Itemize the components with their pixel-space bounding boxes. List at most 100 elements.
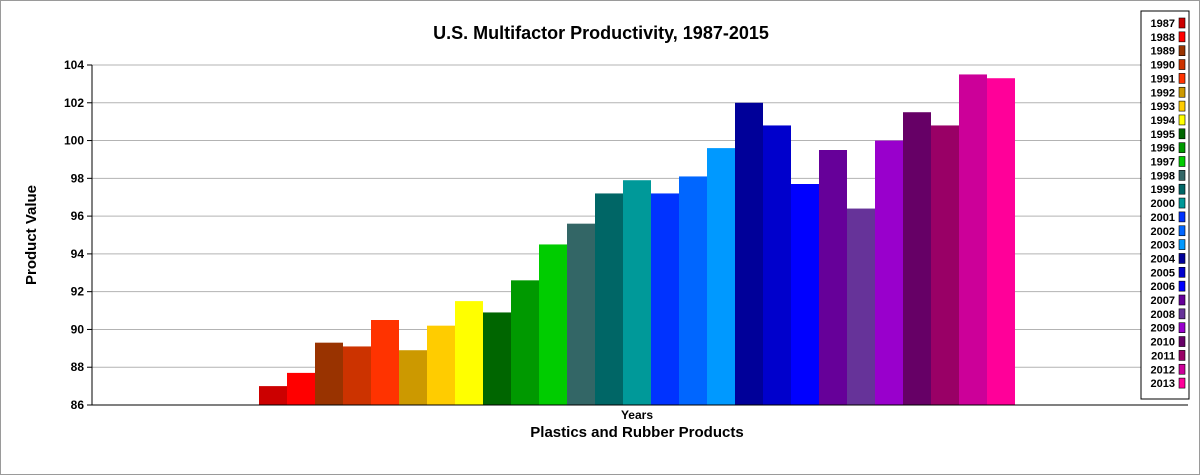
y-tick-label: 104 — [64, 58, 84, 72]
category-label: Years — [621, 408, 653, 422]
legend-swatch-2006 — [1178, 280, 1186, 292]
legend-swatch-1997 — [1178, 156, 1186, 167]
bar-2008 — [847, 208, 875, 405]
bar-2005 — [763, 125, 791, 405]
legend-label-2002: 2002 — [1151, 226, 1175, 238]
bar-2001 — [651, 193, 679, 405]
legend-swatch-1990 — [1178, 59, 1186, 70]
legend-label-1993: 1993 — [1151, 101, 1175, 113]
bar-2004 — [735, 102, 763, 406]
legend-swatch-1987 — [1178, 17, 1186, 29]
legend-label-2013: 2013 — [1151, 378, 1175, 390]
legend-label-1989: 1989 — [1151, 46, 1175, 58]
legend-label-1996: 1996 — [1151, 143, 1175, 155]
legend-label-1987: 1987 — [1151, 18, 1175, 30]
legend-label-1988: 1988 — [1151, 32, 1175, 44]
legend-swatch-1989 — [1178, 45, 1186, 57]
bar-1990 — [343, 346, 371, 405]
bar-1996 — [511, 280, 539, 405]
legend-swatch-2003 — [1178, 239, 1186, 250]
bars — [259, 74, 1015, 406]
y-tick-label: 98 — [71, 171, 85, 185]
chart-title: U.S. Multifactor Productivity, 1987-2015 — [433, 23, 769, 43]
legend-swatch-1998 — [1178, 170, 1186, 181]
legend-swatch-2010 — [1178, 336, 1186, 347]
legend-label-1998: 1998 — [1151, 170, 1175, 182]
legend-label-2007: 2007 — [1151, 295, 1175, 307]
legend-label-2003: 2003 — [1151, 240, 1175, 252]
legend-swatch-2011 — [1178, 350, 1186, 361]
legend-label-2009: 2009 — [1151, 323, 1175, 335]
bar-2007 — [819, 150, 847, 405]
y-axis-ticks: 86 88 90 92 94 96 98 100 102 104 — [64, 58, 92, 412]
legend-label-1994: 1994 — [1151, 115, 1176, 127]
bar-1999 — [595, 193, 623, 405]
bar-1991 — [371, 320, 399, 405]
legend-swatch-2000 — [1178, 197, 1186, 209]
bar-2006 — [791, 184, 819, 405]
bar-2012 — [959, 74, 987, 405]
legend-swatch-2001 — [1178, 211, 1186, 223]
legend-swatch-1995 — [1178, 128, 1186, 140]
legend-swatch-1996 — [1178, 142, 1186, 153]
legend-label-2001: 2001 — [1151, 212, 1175, 224]
y-tick-label: 94 — [71, 247, 85, 261]
legend-swatch-1988 — [1178, 31, 1186, 43]
legend-swatch-2004 — [1178, 253, 1186, 264]
legend-label-2011: 2011 — [1151, 350, 1175, 362]
legend-label-1990: 1990 — [1151, 60, 1175, 72]
legend-swatch-2012 — [1178, 363, 1186, 375]
y-tick-label: 96 — [71, 209, 85, 223]
legend-swatch-2013 — [1178, 377, 1186, 389]
y-tick-label: 100 — [64, 134, 84, 148]
bar-1989 — [315, 342, 343, 405]
legend-swatch-2008 — [1178, 308, 1186, 320]
y-axis-label: Product Value — [23, 185, 40, 285]
legend-label-2000: 2000 — [1151, 198, 1175, 210]
legend-label-2010: 2010 — [1151, 337, 1175, 349]
legend-swatch-1994 — [1178, 114, 1186, 126]
legend-swatch-1993 — [1178, 100, 1186, 112]
legend-label-2012: 2012 — [1151, 364, 1175, 376]
legend-label-1991: 1991 — [1151, 73, 1175, 85]
bar-1997 — [539, 244, 567, 405]
legend-label-1992: 1992 — [1151, 87, 1175, 99]
y-tick-label: 90 — [71, 322, 85, 336]
legend-swatch-1992 — [1178, 86, 1186, 98]
bar-1993 — [427, 325, 455, 405]
legend-label-2004: 2004 — [1151, 253, 1176, 265]
legend-label-2008: 2008 — [1151, 309, 1175, 321]
legend-swatch-2007 — [1178, 294, 1186, 306]
x-axis-label: Plastics and Rubber Products — [530, 424, 743, 441]
bar-2003 — [707, 148, 735, 405]
y-tick-label: 86 — [71, 398, 85, 412]
legend-label-1997: 1997 — [1151, 157, 1175, 169]
bar-2013 — [987, 78, 1015, 405]
legend-swatch-1991 — [1178, 73, 1186, 84]
bar-1998 — [567, 223, 595, 405]
y-tick-label: 88 — [71, 360, 85, 374]
legend-swatch-2002 — [1178, 225, 1186, 237]
bar-1994 — [455, 301, 483, 405]
legend-label-2005: 2005 — [1151, 267, 1175, 279]
legend-swatch-2009 — [1178, 322, 1186, 334]
legend-label-1995: 1995 — [1151, 129, 1175, 141]
y-tick-label: 102 — [64, 96, 84, 110]
y-tick-label: 92 — [71, 285, 85, 299]
bar-1987 — [259, 386, 287, 405]
legend-label-2006: 2006 — [1151, 281, 1175, 293]
bar-2011 — [931, 125, 959, 405]
bar-1992 — [399, 350, 427, 405]
bar-2010 — [903, 112, 931, 405]
legend-swatch-1999 — [1178, 183, 1186, 195]
bar-1995 — [483, 312, 511, 405]
axes — [91, 65, 1188, 406]
bar-1988 — [287, 372, 315, 405]
bar-2000 — [623, 180, 651, 405]
bar-2002 — [679, 176, 707, 405]
legend-label-1999: 1999 — [1151, 184, 1175, 196]
legend-swatch-2005 — [1178, 266, 1186, 278]
